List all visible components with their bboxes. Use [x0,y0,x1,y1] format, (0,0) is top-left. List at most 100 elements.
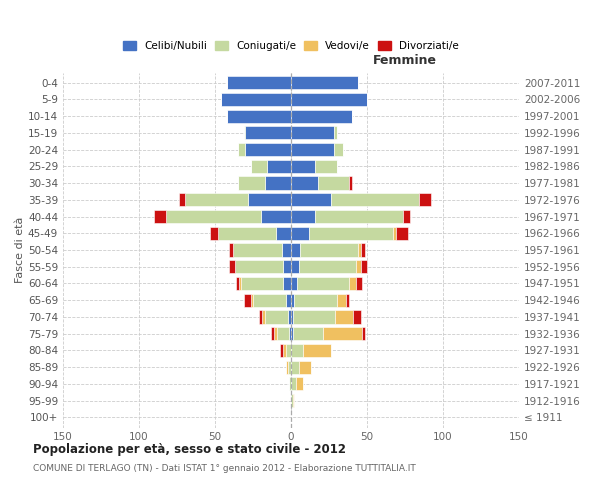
Bar [291,360,299,374]
Bar [291,226,309,240]
Bar [291,294,294,307]
Bar [185,193,248,206]
Bar [235,260,283,274]
Bar [291,277,297,290]
Bar [218,226,276,240]
Bar [280,344,283,357]
Bar [259,310,262,324]
Bar [334,143,343,156]
Bar [166,210,260,223]
Bar [245,126,291,140]
Bar [291,126,334,140]
Bar [286,344,291,357]
Bar [276,226,291,240]
Bar [393,226,396,240]
Bar [303,344,331,357]
Text: Popolazione per età, sesso e stato civile - 2012: Popolazione per età, sesso e stato civil… [33,442,346,456]
Bar [221,93,291,106]
Bar [396,226,408,240]
Legend: Celibi/Nubili, Coniugati/e, Vedovi/e, Divorziati/e: Celibi/Nubili, Coniugati/e, Vedovi/e, Di… [119,37,463,56]
Bar [283,344,286,357]
Bar [154,210,166,223]
Bar [349,277,356,290]
Y-axis label: Fasce di età: Fasce di età [15,217,25,283]
Bar [244,126,245,140]
Bar [282,244,291,256]
Bar [260,210,291,223]
Bar [309,226,393,240]
Bar [349,176,352,190]
Bar [262,310,265,324]
Bar [245,143,291,156]
Bar [356,260,361,274]
Bar [291,76,358,89]
Bar [265,310,288,324]
Bar [286,294,291,307]
Bar [403,210,410,223]
Bar [323,327,362,340]
Bar [361,260,367,274]
Bar [291,176,319,190]
Bar [277,327,289,340]
Bar [296,378,303,390]
Bar [289,327,291,340]
Bar [288,360,291,374]
Bar [294,294,337,307]
Y-axis label: Anni di nascita: Anni di nascita [597,209,600,291]
Bar [265,176,291,190]
Bar [229,260,235,274]
Bar [331,193,419,206]
Bar [238,143,245,156]
Bar [300,244,358,256]
Bar [239,277,241,290]
Bar [271,327,274,340]
Bar [291,143,334,156]
Bar [291,160,316,173]
Bar [236,277,239,290]
Bar [293,310,335,324]
Bar [274,327,277,340]
Bar [288,310,291,324]
Bar [319,176,349,190]
Bar [419,193,431,206]
Bar [335,310,353,324]
Bar [229,244,233,256]
Bar [227,76,291,89]
Bar [211,226,218,240]
Bar [346,294,349,307]
Bar [337,294,346,307]
Bar [238,176,265,190]
Bar [291,210,316,223]
Bar [356,277,362,290]
Bar [227,110,291,122]
Bar [353,310,361,324]
Bar [316,210,403,223]
Bar [291,378,296,390]
Bar [251,294,253,307]
Text: COMUNE DI TERLAGO (TN) - Dati ISTAT 1° gennaio 2012 - Elaborazione TUTTITALIA.IT: COMUNE DI TERLAGO (TN) - Dati ISTAT 1° g… [33,464,416,473]
Bar [251,160,266,173]
Bar [291,93,367,106]
Bar [293,327,323,340]
Bar [248,193,291,206]
Text: Femmine: Femmine [373,54,437,67]
Bar [291,260,299,274]
Bar [283,260,291,274]
Bar [334,126,337,140]
Bar [291,327,293,340]
Bar [299,260,356,274]
Bar [293,394,294,407]
Bar [299,360,311,374]
Bar [291,193,331,206]
Bar [289,378,291,390]
Bar [291,310,293,324]
Bar [297,277,349,290]
Bar [266,160,291,173]
Bar [233,244,282,256]
Bar [361,244,365,256]
Bar [286,360,288,374]
Bar [362,327,365,340]
Bar [291,244,300,256]
Bar [291,344,303,357]
Bar [179,193,185,206]
